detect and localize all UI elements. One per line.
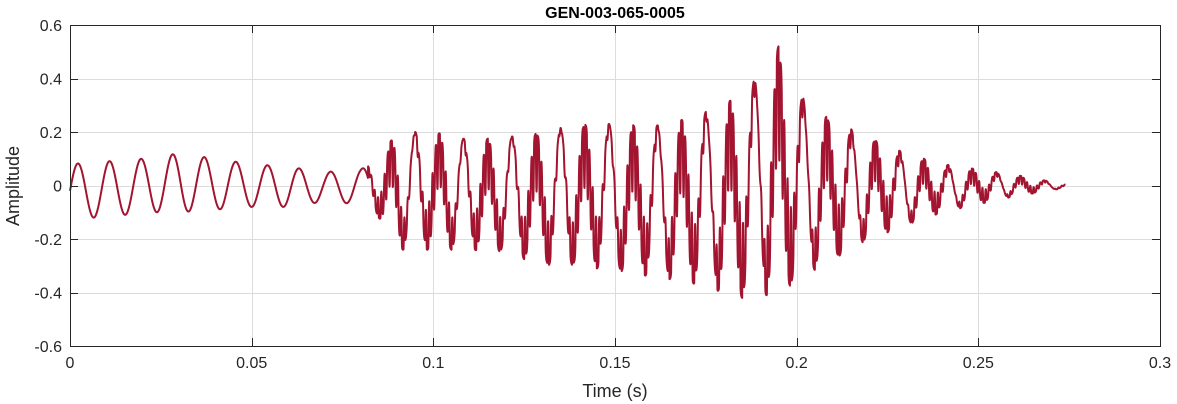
axis-ticks bbox=[70, 25, 1161, 347]
signal-line bbox=[69, 45, 1067, 299]
x-tick-label: 0.25 bbox=[963, 355, 994, 372]
x-tick-label: 0 bbox=[66, 355, 75, 372]
x-tick-label: 0.2 bbox=[786, 355, 808, 372]
y-axis-label: Amplitude bbox=[3, 146, 23, 226]
y-tick-label: 0.6 bbox=[40, 18, 62, 35]
x-tick-label: 0.15 bbox=[599, 355, 630, 372]
y-tick-label: 0 bbox=[53, 179, 62, 196]
y-axis-tick-labels: -0.6 -0.4 -0.2 0 0.2 0.4 0.6 bbox=[34, 18, 62, 356]
x-axis-tick-labels: 0 0.05 0.1 0.15 0.2 0.25 0.3 bbox=[66, 355, 1172, 372]
x-tick-label: 0.1 bbox=[422, 355, 444, 372]
y-tick-label: 0.4 bbox=[40, 72, 62, 89]
y-tick-label: 0.2 bbox=[40, 125, 62, 142]
x-tick-label: 0.05 bbox=[236, 355, 267, 372]
x-axis-label: Time (s) bbox=[582, 381, 647, 401]
signal-series bbox=[69, 45, 1067, 299]
chart-title: GEN-003-065-0005 bbox=[545, 5, 685, 22]
y-tick-label: -0.6 bbox=[34, 339, 62, 356]
y-tick-label: -0.4 bbox=[34, 286, 62, 303]
x-tick-label: 0.3 bbox=[1149, 355, 1171, 372]
y-tick-label: -0.2 bbox=[34, 232, 62, 249]
